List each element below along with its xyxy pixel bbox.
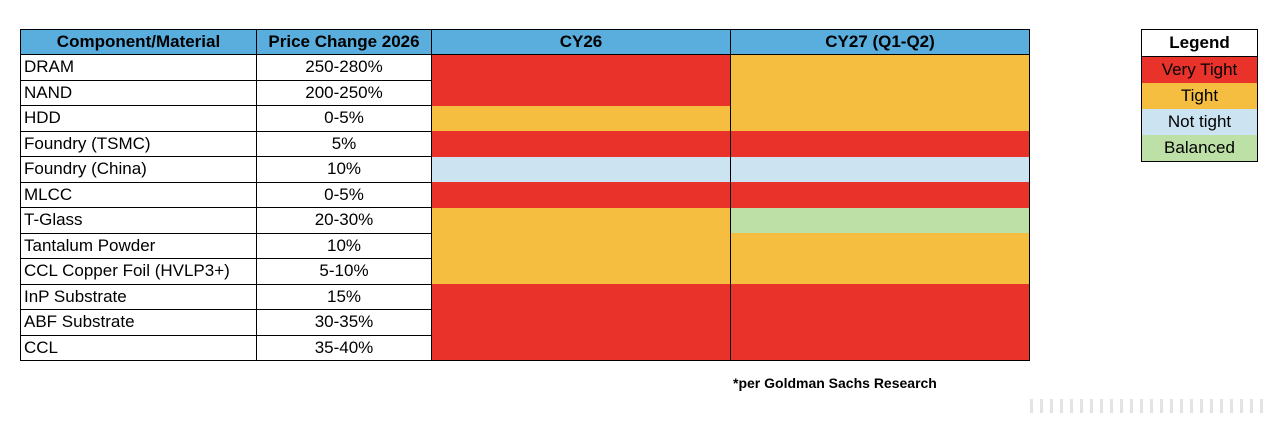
watermark-bars — [1030, 398, 1270, 414]
cy27-status-cell — [730, 131, 1030, 157]
price-change-cell: 0-5% — [256, 105, 432, 132]
price-change-cell: 10% — [256, 233, 432, 259]
header-cy26: CY26 — [431, 29, 731, 55]
cy26-status-cell — [431, 105, 731, 131]
cy27-status-cell — [730, 284, 1030, 310]
component-name-cell: HDD — [20, 105, 257, 132]
table-row: Foundry (China) 10% — [20, 156, 1030, 183]
price-change-cell: 20-30% — [256, 207, 432, 234]
legend-item-very-tight: Very Tight — [1142, 57, 1257, 83]
supply-tightness-table: Component/Material Price Change 2026 CY2… — [20, 29, 1030, 361]
table-row: HDD 0-5% — [20, 105, 1030, 132]
table-row: T-Glass 20-30% — [20, 207, 1030, 234]
table-header-row: Component/Material Price Change 2026 CY2… — [20, 29, 1030, 55]
table-row: DRAM 250-280% — [20, 54, 1030, 81]
source-footnote: *per Goldman Sachs Research — [733, 375, 937, 391]
header-cy27: CY27 (Q1-Q2) — [730, 29, 1030, 55]
cy26-status-cell — [431, 80, 731, 106]
cy27-status-cell — [730, 258, 1030, 284]
price-change-cell: 0-5% — [256, 182, 432, 208]
component-name-cell: T-Glass — [20, 207, 257, 234]
price-change-cell: 15% — [256, 284, 432, 310]
legend-box: Legend Very Tight Tight Not tight Balanced — [1141, 29, 1258, 162]
table-row: ABF Substrate 30-35% — [20, 309, 1030, 336]
table-row: NAND 200-250% — [20, 80, 1030, 106]
legend-item-balanced: Balanced — [1142, 135, 1257, 161]
cy26-status-cell — [431, 156, 731, 182]
cy26-status-cell — [431, 54, 731, 80]
table-row: InP Substrate 15% — [20, 284, 1030, 310]
cy27-status-cell — [730, 54, 1030, 80]
cy27-status-cell — [730, 207, 1030, 233]
cy27-status-cell — [730, 156, 1030, 182]
price-change-cell: 30-35% — [256, 309, 432, 336]
header-price-change: Price Change 2026 — [256, 29, 432, 55]
cy27-status-cell — [730, 309, 1030, 335]
table-row: MLCC 0-5% — [20, 182, 1030, 208]
table-row: CCL Copper Foil (HVLP3+) 5-10% — [20, 258, 1030, 285]
component-name-cell: MLCC — [20, 182, 257, 208]
cy26-status-cell — [431, 284, 731, 310]
legend-item-tight: Tight — [1142, 83, 1257, 109]
cy26-status-cell — [431, 335, 731, 361]
cy27-status-cell — [730, 80, 1030, 106]
component-name-cell: Tantalum Powder — [20, 233, 257, 259]
price-change-cell: 200-250% — [256, 80, 432, 106]
cy26-status-cell — [431, 309, 731, 335]
cy26-status-cell — [431, 182, 731, 208]
component-name-cell: Foundry (China) — [20, 156, 257, 183]
price-change-cell: 250-280% — [256, 54, 432, 81]
price-change-cell: 5-10% — [256, 258, 432, 285]
component-name-cell: CCL — [20, 335, 257, 361]
component-name-cell: CCL Copper Foil (HVLP3+) — [20, 258, 257, 285]
table-row: Foundry (TSMC) 5% — [20, 131, 1030, 157]
cy26-status-cell — [431, 131, 731, 157]
price-change-cell: 10% — [256, 156, 432, 183]
component-name-cell: DRAM — [20, 54, 257, 81]
cy27-status-cell — [730, 233, 1030, 259]
cy26-status-cell — [431, 207, 731, 233]
component-name-cell: ABF Substrate — [20, 309, 257, 336]
table-row: Tantalum Powder 10% — [20, 233, 1030, 259]
cy27-status-cell — [730, 335, 1030, 361]
cy27-status-cell — [730, 105, 1030, 131]
cy26-status-cell — [431, 258, 731, 284]
legend-items: Very Tight Tight Not tight Balanced — [1142, 57, 1257, 161]
cy27-status-cell — [730, 182, 1030, 208]
cy26-status-cell — [431, 233, 731, 259]
component-name-cell: Foundry (TSMC) — [20, 131, 257, 157]
price-change-cell: 5% — [256, 131, 432, 157]
component-name-cell: InP Substrate — [20, 284, 257, 310]
table-row: CCL 35-40% — [20, 335, 1030, 361]
table-body: DRAM 250-280% NAND 200-250% HDD 0-5% Foundry (… — [20, 54, 1030, 361]
price-change-cell: 35-40% — [256, 335, 432, 361]
component-name-cell: NAND — [20, 80, 257, 106]
legend-title: Legend — [1142, 30, 1257, 57]
header-component: Component/Material — [20, 29, 257, 55]
legend-item-not-tight: Not tight — [1142, 109, 1257, 135]
